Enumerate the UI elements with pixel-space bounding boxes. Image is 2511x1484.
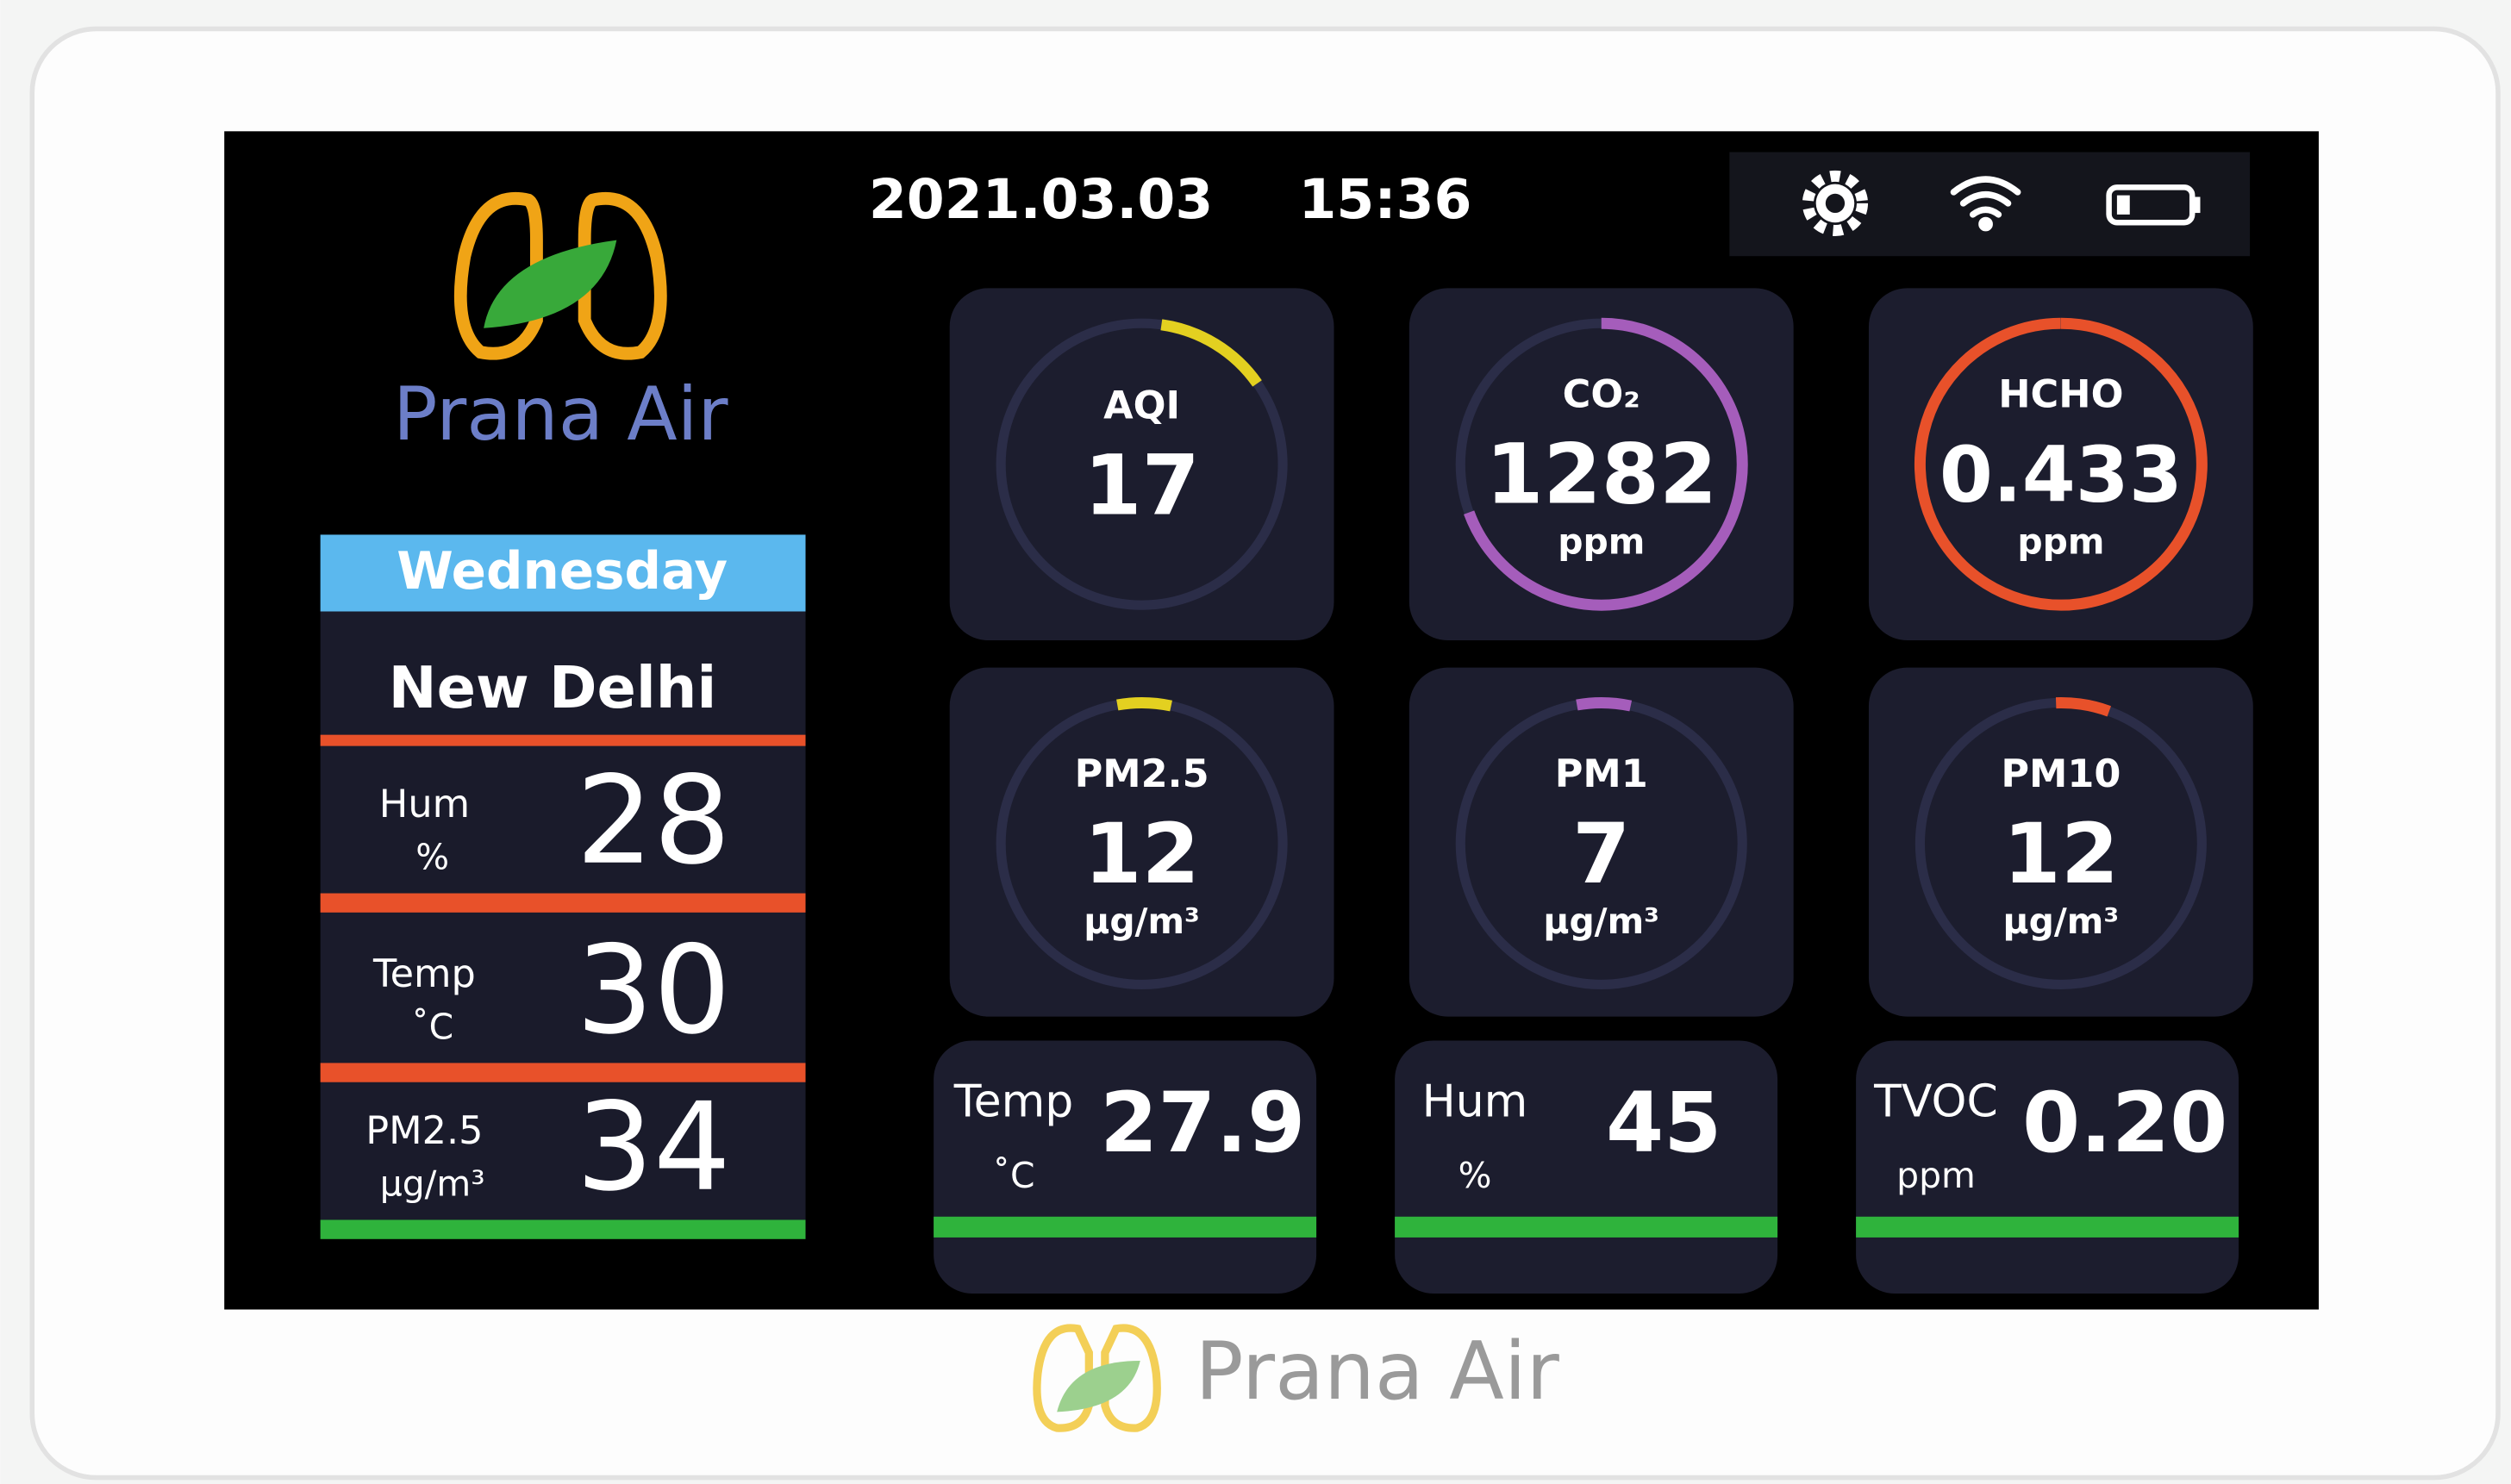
row-label: PM2.5 (365, 1108, 483, 1153)
brand-name: Prana Air (393, 372, 728, 458)
gauge-unit: ppm (2017, 521, 2104, 563)
gauge-unit: µg/m³ (1084, 901, 1200, 942)
day: Wednesday (397, 542, 728, 602)
row-unit: % (415, 837, 449, 878)
status-bar (1729, 152, 2250, 256)
tile-bar (1395, 1217, 1777, 1238)
gauge-label: AQI (1103, 383, 1180, 428)
separator (321, 1063, 806, 1082)
device: 2021.03.03 15:36 Prana Air Wednesday New… (0, 0, 2511, 1484)
footer-brand: Prana Air (1196, 1325, 1560, 1418)
separator (321, 1219, 806, 1238)
row-value: 28 (576, 751, 731, 892)
row-label: Temp (372, 951, 476, 996)
tile-label: TVOC (1873, 1076, 1998, 1128)
tile-unit: ˚C (993, 1155, 1035, 1196)
page: {"header":{"date":"2021.03.03","time":"1… (0, 0, 2511, 1484)
gauge-label: HCHO (1998, 372, 2123, 417)
gauge-label: PM1 (1555, 751, 1648, 796)
gauge-label: CO₂ (1563, 372, 1640, 417)
gauge-value: 12 (2003, 805, 2119, 902)
row-value: 34 (576, 1077, 731, 1219)
row-label: Hum (379, 782, 470, 826)
tile-unit: ppm (1896, 1155, 1976, 1196)
tile-value: 0.20 (2022, 1074, 2227, 1171)
gauge-arc (1577, 702, 1630, 706)
separator (321, 735, 806, 746)
tile-label: Hum (1422, 1076, 1528, 1128)
gauge-value: 12 (1084, 805, 1199, 902)
tile-bar (934, 1217, 1316, 1238)
gauge-arc (1117, 702, 1171, 706)
gauge-label: PM10 (2001, 751, 2121, 796)
tile-value: 27.9 (1100, 1074, 1305, 1171)
gauge-value: 17 (1084, 437, 1199, 534)
gauge-value: 7 (1572, 805, 1630, 902)
separator (321, 894, 806, 913)
row-value: 30 (576, 920, 731, 1062)
gauge-value: 0.433 (1939, 431, 2183, 521)
gauge-unit: µg/m³ (1543, 901, 1659, 942)
gauge-unit: ppm (1558, 521, 1645, 563)
tile-bar (1856, 1217, 2239, 1238)
tile-unit: % (1459, 1155, 1492, 1196)
gauge-value: 1282 (1485, 426, 1717, 523)
gauge-unit: µg/m³ (2003, 901, 2120, 942)
gauge-label: PM2.5 (1075, 751, 1209, 796)
tile-value: 45 (1606, 1074, 1721, 1171)
time: 15:36 (1298, 167, 1471, 231)
row-unit: ˚C (411, 1006, 453, 1047)
tile-label: Temp (953, 1076, 1074, 1128)
row-unit: µg/m³ (380, 1163, 485, 1204)
date: 2021.03.03 (869, 167, 1213, 231)
city: New Delhi (389, 654, 717, 721)
